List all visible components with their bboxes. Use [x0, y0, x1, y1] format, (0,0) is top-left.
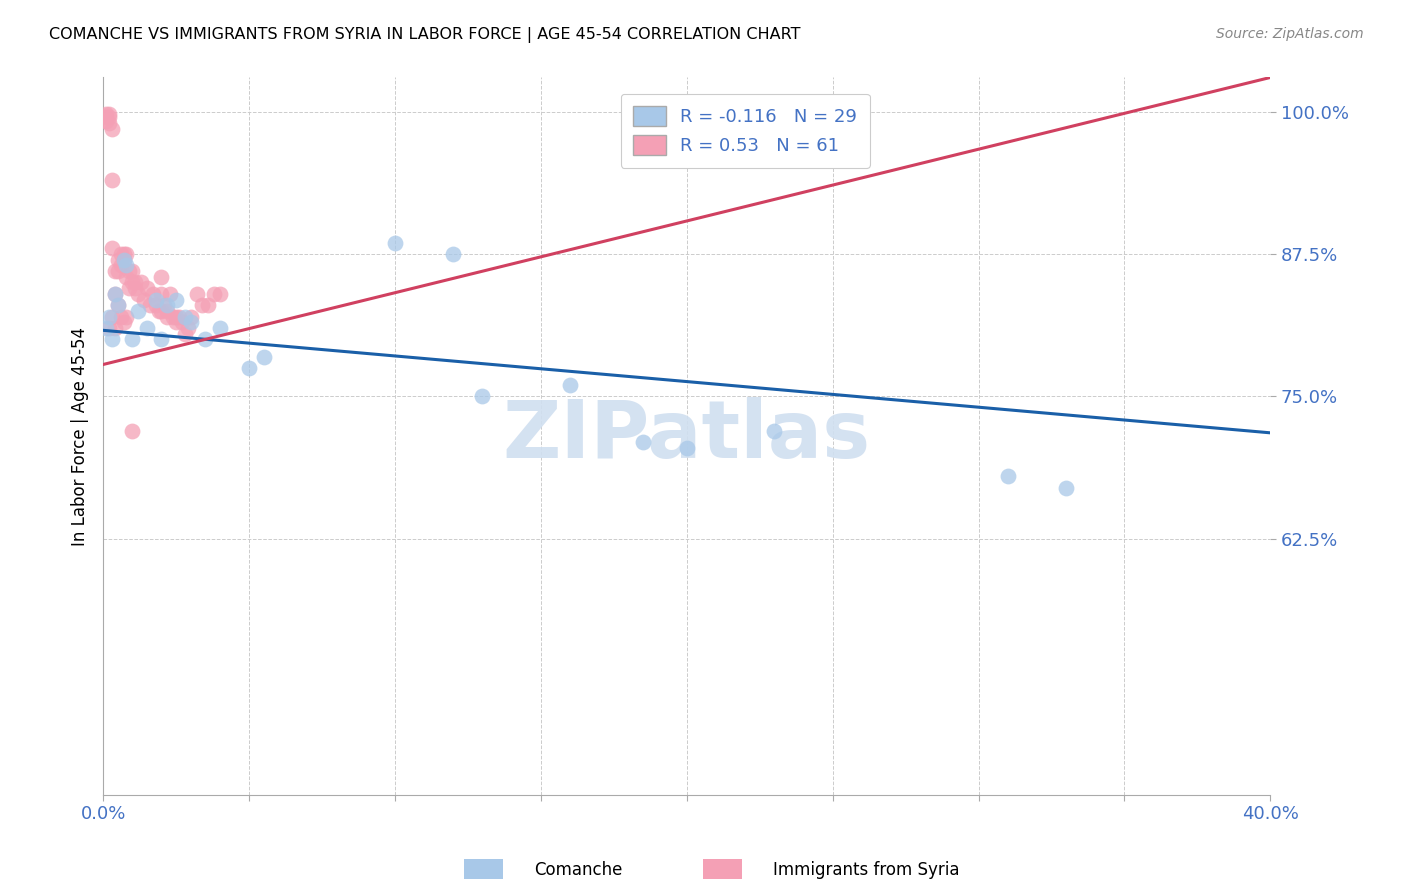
Point [112, 252, 135, 267]
Point [121, 276, 143, 290]
Point [558, 378, 581, 392]
Point [471, 389, 494, 403]
Y-axis label: In Labor Force | Age 45-54: In Labor Force | Age 45-54 [72, 326, 89, 546]
Point [129, 276, 152, 290]
Point [145, 293, 167, 307]
Point [94, 113, 117, 128]
Point [110, 310, 132, 324]
Point [165, 293, 187, 307]
Point [631, 434, 654, 449]
Point [115, 259, 138, 273]
Point [135, 281, 157, 295]
Point [115, 310, 138, 324]
Point [98, 321, 121, 335]
Point [118, 281, 141, 295]
Point [159, 286, 181, 301]
Point [763, 424, 786, 438]
Point [121, 333, 143, 347]
Point [150, 286, 173, 301]
Point [101, 121, 124, 136]
Point [107, 252, 129, 267]
Point [124, 276, 146, 290]
Point [112, 252, 135, 267]
Point [101, 241, 124, 255]
Point [1054, 481, 1077, 495]
Point [150, 333, 173, 347]
Point [170, 315, 193, 329]
Point [173, 326, 195, 341]
Point [173, 310, 195, 324]
Point [208, 286, 231, 301]
Point [148, 304, 170, 318]
Point [191, 298, 214, 312]
Point [208, 321, 231, 335]
Point [94, 321, 117, 335]
Point [142, 286, 165, 301]
Point [186, 286, 208, 301]
Point [180, 310, 202, 324]
Point [145, 298, 167, 312]
Point [197, 298, 219, 312]
Point [253, 350, 276, 364]
Point [104, 286, 127, 301]
Point [124, 281, 146, 295]
Point [118, 264, 141, 278]
Point [94, 107, 117, 121]
Text: Immigrants from Syria: Immigrants from Syria [773, 861, 960, 879]
Point [94, 111, 117, 125]
Point [98, 111, 121, 125]
Point [104, 321, 127, 335]
Point [153, 298, 176, 312]
Point [110, 259, 132, 273]
Point [167, 310, 190, 324]
Point [202, 286, 225, 301]
Point [101, 173, 124, 187]
Point [98, 107, 121, 121]
Point [194, 333, 217, 347]
Text: ZIPatlas: ZIPatlas [502, 397, 870, 475]
Point [180, 315, 202, 329]
Point [165, 310, 187, 324]
Point [115, 247, 138, 261]
Point [238, 360, 260, 375]
Point [162, 310, 184, 324]
Point [139, 298, 162, 312]
Point [101, 310, 124, 324]
Point [997, 469, 1019, 483]
Point [150, 269, 173, 284]
Point [156, 304, 179, 318]
Point [98, 310, 121, 324]
Point [165, 315, 187, 329]
Point [107, 298, 129, 312]
Point [384, 235, 406, 250]
Point [121, 264, 143, 278]
Point [156, 310, 179, 324]
Point [101, 333, 124, 347]
Point [104, 264, 127, 278]
Point [104, 286, 127, 301]
Point [110, 247, 132, 261]
Text: COMANCHE VS IMMIGRANTS FROM SYRIA IN LABOR FORCE | AGE 45-54 CORRELATION CHART: COMANCHE VS IMMIGRANTS FROM SYRIA IN LAB… [49, 27, 800, 43]
Point [112, 247, 135, 261]
Point [177, 321, 200, 335]
Point [127, 304, 149, 318]
Point [132, 293, 155, 307]
Text: Source: ZipAtlas.com: Source: ZipAtlas.com [1216, 27, 1364, 41]
Point [115, 269, 138, 284]
Point [121, 424, 143, 438]
Point [135, 321, 157, 335]
Point [441, 247, 464, 261]
Point [675, 441, 697, 455]
Point [107, 298, 129, 312]
Text: Comanche: Comanche [534, 861, 623, 879]
Point [127, 286, 149, 301]
Point [98, 116, 121, 130]
Legend: R = -0.116   N = 29, R = 0.53   N = 61: R = -0.116 N = 29, R = 0.53 N = 61 [620, 94, 870, 168]
Point [112, 315, 135, 329]
Point [150, 304, 173, 318]
Point [107, 264, 129, 278]
Point [156, 298, 179, 312]
